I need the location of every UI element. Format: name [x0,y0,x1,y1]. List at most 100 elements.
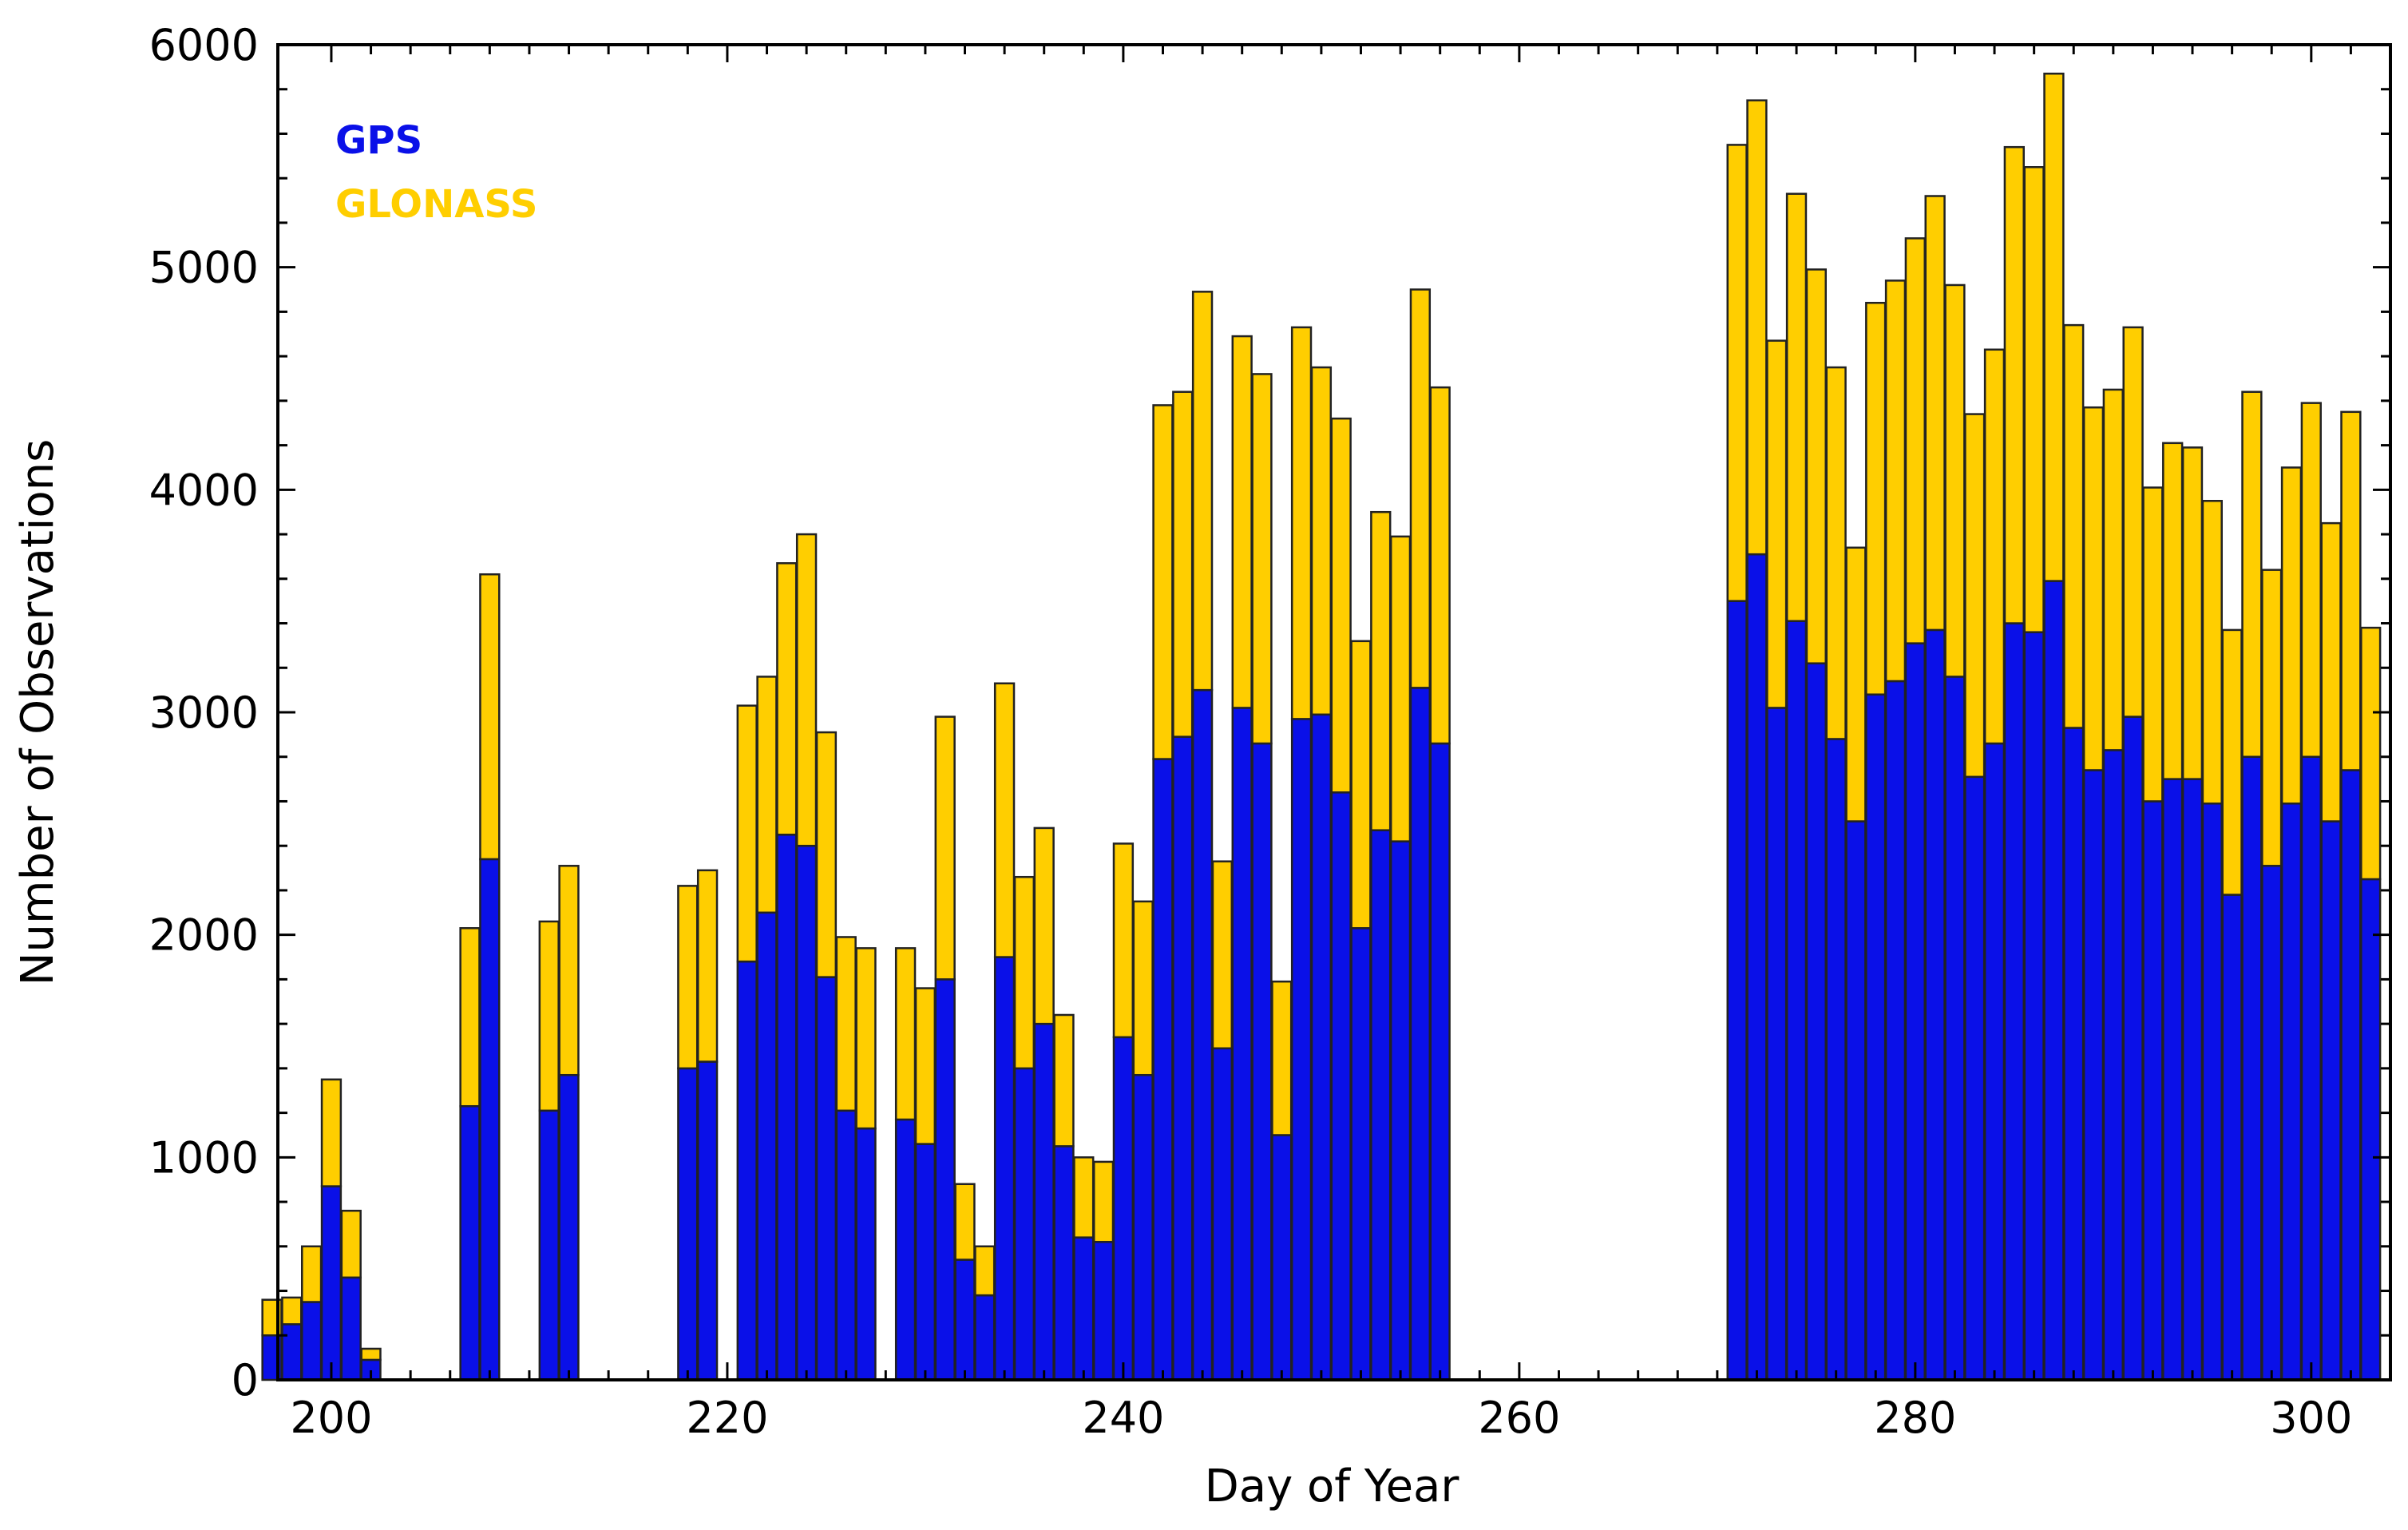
bar-gps-day-223 [776,834,798,1381]
bar-glonass-day-279 [1884,279,1907,683]
bar-gps-day-299 [2280,803,2303,1381]
bar-glonass-day-301 [2320,521,2342,822]
bar-gps-day-300 [2300,755,2322,1381]
bar-glonass-day-280 [1904,237,1926,644]
bar-gps-day-273 [1766,707,1788,1381]
bar-glonass-day-200 [320,1078,343,1187]
bar-gps-day-279 [1884,680,1907,1381]
bar-glonass-day-227 [855,947,877,1130]
bar-glonass-day-290 [2102,388,2124,751]
bar-glonass-day-299 [2280,466,2303,805]
bar-gps-day-201 [340,1276,362,1381]
plot-frame [276,43,2392,1381]
bar-gps-day-254 [1389,840,1412,1381]
bar-glonass-day-230 [914,987,937,1145]
bar-glonass-day-284 [1983,348,2006,745]
bar-glonass-day-293 [2162,442,2184,780]
bar-gps-day-227 [855,1127,877,1381]
bar-glonass-day-244 [1191,291,1214,692]
bars-group [261,72,2382,1381]
bar-gps-day-298 [2261,865,2283,1381]
x-tick-label-200: 200 [290,1393,372,1443]
bar-gps-day-252 [1350,927,1372,1381]
y-axis-title: Number of Observations [12,439,64,986]
bar-gps-day-231 [934,978,956,1381]
bar-glonass-day-281 [1924,195,1946,632]
bar-gps-day-237 [1053,1145,1075,1381]
bar-glonass-day-291 [2122,326,2144,718]
bar-glonass-day-300 [2300,402,2322,758]
bar-gps-day-233 [974,1294,996,1381]
bar-glonass-day-256 [1429,386,1451,745]
bar-glonass-day-302 [2340,410,2362,771]
bar-gps-day-294 [2181,778,2204,1381]
bar-glonass-day-236 [1033,826,1055,1025]
bar-gps-day-287 [2043,580,2065,1381]
bar-glonass-day-275 [1805,268,1827,664]
bar-glonass-day-285 [2003,145,2025,624]
bar-glonass-day-250 [1310,366,1333,716]
bar-glonass-day-211 [538,920,560,1112]
bar-glonass-day-232 [954,1183,976,1261]
bar-glonass-day-253 [1370,510,1392,831]
legend-gps: GPS [335,118,422,163]
bar-gps-day-247 [1251,742,1273,1381]
bar-glonass-day-240 [1112,842,1135,1039]
bar-gps-day-199 [301,1301,323,1381]
bar-gps-day-198 [281,1323,303,1381]
bar-gps-day-226 [835,1109,857,1381]
bar-glonass-day-303 [2360,626,2382,881]
bar-glonass-day-243 [1172,390,1194,738]
bar-gps-day-272 [1746,553,1768,1381]
bar-gps-day-290 [2102,749,2124,1381]
bar-gps-day-212 [558,1073,580,1381]
bar-glonass-day-234 [993,682,1016,958]
bar-gps-day-277 [1845,820,1867,1381]
bar-glonass-day-288 [2063,323,2085,729]
bar-glonass-day-229 [894,947,917,1121]
bar-gps-day-235 [1013,1067,1036,1381]
bar-gps-day-225 [815,976,838,1381]
y-tick-label-1000: 1000 [149,1132,259,1183]
bar-gps-day-232 [954,1258,976,1381]
bar-glonass-day-237 [1053,1013,1075,1148]
bar-glonass-day-292 [2142,486,2164,803]
bar-glonass-day-207 [459,927,481,1108]
bar-glonass-day-283 [1964,413,1986,779]
bar-glonass-day-201 [340,1209,362,1279]
bar-gps-day-271 [1726,600,1748,1381]
bar-glonass-day-295 [2201,500,2223,805]
bar-gps-day-244 [1191,688,1214,1381]
bar-glonass-day-287 [2043,72,2065,582]
bar-glonass-day-282 [1944,283,1966,678]
bar-glonass-day-297 [2241,390,2263,758]
bar-gps-day-251 [1330,791,1352,1381]
bar-glonass-day-272 [1746,99,1768,556]
bar-glonass-day-251 [1330,417,1352,794]
bar-gps-day-283 [1964,775,1986,1381]
bar-glonass-day-199 [301,1245,323,1303]
bar-glonass-day-298 [2261,569,2283,867]
bar-gps-day-292 [2142,800,2164,1381]
bar-gps-day-275 [1805,662,1827,1381]
bar-gps-day-245 [1211,1047,1234,1381]
bar-gps-day-241 [1132,1073,1154,1381]
bar-glonass-day-233 [974,1245,996,1297]
bar-gps-day-289 [2082,769,2105,1381]
bar-gps-day-286 [2023,631,2045,1381]
bar-glonass-day-274 [1785,192,1808,622]
bar-gps-day-250 [1310,713,1333,1381]
bar-gps-day-238 [1073,1236,1095,1381]
bar-gps-day-280 [1904,642,1926,1381]
bar-gps-day-234 [993,956,1016,1381]
bar-glonass-day-225 [815,731,838,978]
bar-glonass-day-238 [1073,1156,1095,1239]
bar-gps-day-288 [2063,727,2085,1381]
bar-glonass-day-248 [1271,980,1293,1136]
bar-gps-day-248 [1271,1134,1293,1381]
bar-gps-day-249 [1290,718,1313,1381]
bar-glonass-day-273 [1766,339,1788,709]
bar-glonass-day-223 [776,562,798,836]
bar-glonass-day-286 [2023,166,2045,633]
